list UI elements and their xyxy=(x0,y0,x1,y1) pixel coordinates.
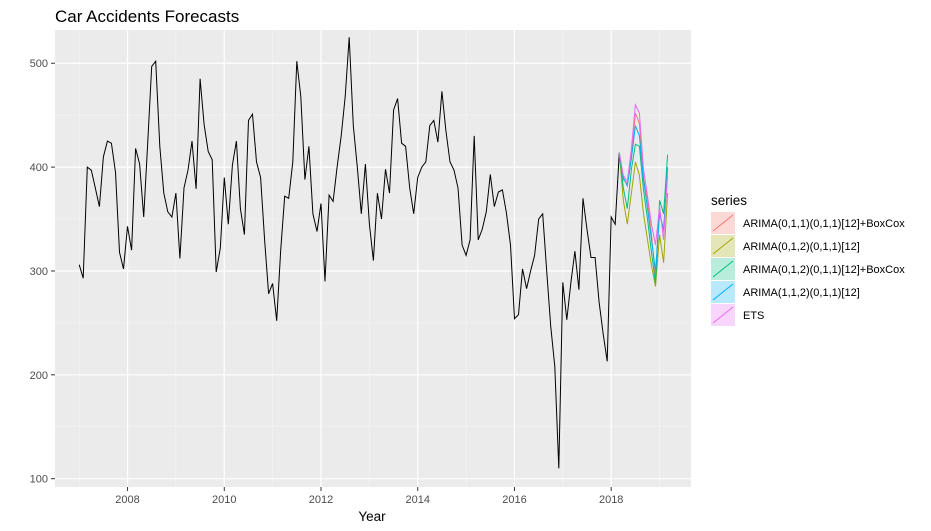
x-tick-label: 2014 xyxy=(405,494,429,506)
y-tick-label: 500 xyxy=(30,58,48,70)
y-tick-label: 100 xyxy=(30,474,48,486)
legend-key-2: ARIMA(0,1,2)(0,1,1)[12] xyxy=(711,235,860,257)
y-tick-label: 300 xyxy=(30,266,48,278)
legend-label: ARIMA(0,1,1)(0,1,1)[12]+BoxCox xyxy=(743,218,905,230)
series-lines xyxy=(78,37,669,469)
x-tick-label: 2012 xyxy=(309,494,333,506)
legend-swatch-line xyxy=(712,283,734,301)
legend-title: series xyxy=(711,193,747,208)
legend-key-5: ETS xyxy=(711,304,764,326)
legend-label: ARIMA(0,1,2)(0,1,1)[12] xyxy=(743,241,860,253)
grid-major xyxy=(55,30,691,487)
legend-swatch-line xyxy=(712,260,734,278)
legend-label: ETS xyxy=(743,310,764,322)
legend: series ARIMA(0,1,1)(0,1,1)[12]+BoxCox ARI… xyxy=(711,193,905,326)
legend-key-1: ARIMA(0,1,1)(0,1,1)[12]+BoxCox xyxy=(711,212,905,234)
legend-key-3: ARIMA(0,1,2)(0,1,1)[12]+BoxCox xyxy=(711,258,905,280)
x-tick-label: 2008 xyxy=(115,494,139,506)
x-tick-label: 2016 xyxy=(502,494,526,506)
forecast-line-4 xyxy=(618,125,669,272)
y-tick-label: 400 xyxy=(30,162,48,174)
legend-label: ARIMA(0,1,2)(0,1,1)[12]+BoxCox xyxy=(743,264,905,276)
legend-key-4: ARIMA(1,1,2)(0,1,1)[12] xyxy=(711,281,860,303)
forecast-line-5 xyxy=(618,102,669,246)
legend-label: ARIMA(1,1,2)(0,1,1)[12] xyxy=(743,287,860,299)
forecast-line-3 xyxy=(618,143,669,284)
y-tick-label: 200 xyxy=(30,370,48,382)
history-line xyxy=(78,37,620,469)
chart-title: Car Accidents Forecasts xyxy=(55,7,239,26)
x-tick-label: 2010 xyxy=(212,494,236,506)
legend-swatch-line xyxy=(712,237,734,255)
x-axis-title: Year xyxy=(358,509,386,524)
legend-swatch-line xyxy=(712,214,734,232)
x-tick-label: 2018 xyxy=(599,494,623,506)
legend-swatch-line xyxy=(712,306,734,324)
forecast-line-2 xyxy=(618,152,669,287)
x-axis: 2008 2010 2012 2014 2016 2018 xyxy=(115,487,623,506)
y-axis: 100 200 300 400 500 xyxy=(30,58,55,486)
grid-minor xyxy=(55,30,691,487)
